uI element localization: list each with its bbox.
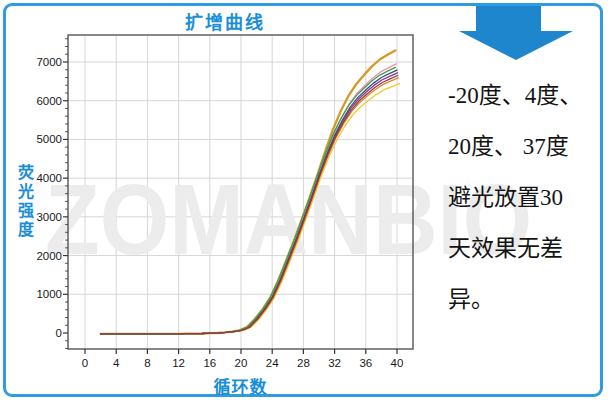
x-tick-label: 40 — [391, 357, 404, 369]
y-tick-label: 1000 — [36, 288, 62, 300]
y-tick-label: 0 — [56, 327, 62, 339]
x-tick-label: 12 — [172, 357, 185, 369]
y-tick-label: 3000 — [36, 211, 62, 223]
annotation-text: -20度、4度、 20度、 37度 避光放置30 天效果无差 异。 — [448, 70, 600, 325]
x-axis-label: 循环数 — [68, 373, 413, 398]
x-tick-label: 28 — [297, 357, 310, 369]
down-arrow-icon — [459, 6, 573, 60]
y-tick-label: 6000 — [36, 95, 62, 107]
annotation-line: 20度、 37度 — [448, 121, 600, 172]
y-tick-label: 5000 — [36, 133, 62, 145]
x-tick-label: 24 — [266, 357, 279, 369]
x-tick-label: 8 — [144, 357, 150, 369]
y-axis-label: 荧光强度 — [12, 164, 36, 240]
y-tick-label: 2000 — [36, 250, 62, 262]
chart-title: 扩增曲线 — [68, 8, 382, 34]
annotation-line: 天效果无差 — [448, 223, 600, 274]
annotation-line: -20度、4度、 — [448, 70, 600, 121]
x-tick-label: 36 — [359, 357, 372, 369]
x-tick-label: 32 — [328, 357, 341, 369]
x-tick-label: 20 — [235, 357, 248, 369]
annotation-line: 异。 — [448, 274, 600, 325]
y-tick-label: 4000 — [36, 172, 62, 184]
x-tick-label: 4 — [113, 357, 120, 369]
x-tick-label: 0 — [82, 357, 88, 369]
annotation-line: 避光放置30 — [448, 172, 600, 223]
x-tick-label: 16 — [203, 357, 216, 369]
y-tick-label: 7000 — [36, 56, 62, 68]
